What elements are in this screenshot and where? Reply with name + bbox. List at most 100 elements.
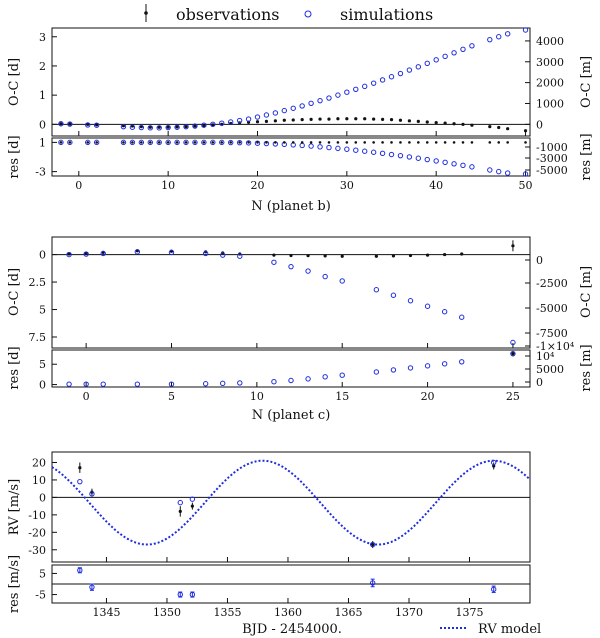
sim-res-c bbox=[373, 369, 380, 375]
res-rv-xtick-label: 1360 bbox=[274, 606, 302, 619]
sim-point-b bbox=[388, 74, 395, 80]
sim-res-b bbox=[362, 148, 368, 154]
sim-point-c bbox=[168, 249, 175, 256]
rv-ytick-label: -30 bbox=[28, 544, 46, 557]
res-rv-point bbox=[77, 567, 83, 573]
sim-res-c bbox=[510, 350, 516, 357]
obs-point-b bbox=[255, 120, 260, 124]
sim-res-b bbox=[120, 139, 127, 146]
sim-res-b bbox=[156, 139, 162, 146]
sim-point-b bbox=[433, 57, 439, 63]
sim-res-c bbox=[322, 374, 328, 380]
rv-ytick-label: -20 bbox=[28, 526, 46, 539]
obs-res-b bbox=[59, 141, 63, 144]
sim-res-b bbox=[210, 139, 216, 146]
sim-res-b bbox=[129, 139, 136, 146]
obs-res-b bbox=[524, 141, 527, 144]
sim-point-b bbox=[469, 43, 475, 49]
obs-point-b bbox=[497, 125, 501, 130]
sim-res-c bbox=[305, 376, 311, 382]
sim-res-b bbox=[504, 170, 511, 176]
axis-label-res-c-left: res [d] bbox=[7, 346, 22, 389]
res-rv-point bbox=[490, 586, 497, 592]
sim-res-c bbox=[390, 367, 397, 373]
obs-res-b bbox=[291, 141, 295, 144]
sim-point-b bbox=[308, 100, 314, 107]
res-c-ytick-label: 0 bbox=[39, 379, 46, 392]
sim-point-c bbox=[322, 273, 328, 280]
axis-label-rv: RV [m/s] bbox=[7, 479, 22, 535]
sim-res-b bbox=[487, 167, 493, 173]
obs-res-b bbox=[265, 141, 268, 144]
obs-res-b bbox=[470, 141, 474, 144]
res-c-y2tick-label: 5000 bbox=[536, 363, 564, 376]
sim-point-c bbox=[390, 292, 397, 298]
obs-point-b bbox=[416, 119, 420, 124]
obs-res-b bbox=[408, 141, 411, 144]
sim-point-b bbox=[85, 122, 91, 128]
obs-point-b bbox=[327, 117, 331, 121]
res-c-xtick-label: 10 bbox=[250, 390, 264, 403]
legend-observations-marker bbox=[144, 11, 148, 15]
oc-b-y2tick-label: 3000 bbox=[536, 56, 564, 69]
obs-res-b bbox=[336, 141, 340, 144]
oc-b-y2tick-label: 4000 bbox=[536, 35, 564, 48]
sim-point-c bbox=[424, 303, 431, 309]
obs-point-c bbox=[340, 254, 344, 258]
panel-rv-frame bbox=[51, 451, 531, 563]
sim-point-b bbox=[406, 67, 413, 73]
sim-point-b bbox=[460, 46, 466, 53]
obs-rv bbox=[371, 542, 375, 547]
sim-res-b bbox=[299, 142, 305, 149]
obs-res-b bbox=[506, 141, 509, 144]
res-b-xtick-label: 10 bbox=[161, 179, 175, 192]
obs-res-b bbox=[327, 141, 331, 144]
res-rv-xtick-label: 1370 bbox=[395, 606, 423, 619]
sim-point-b bbox=[379, 77, 386, 83]
sim-point-b bbox=[120, 123, 127, 130]
sim-rv bbox=[189, 496, 196, 502]
sim-res-b bbox=[183, 139, 189, 146]
obs-point-b bbox=[372, 117, 376, 121]
sim-res-b bbox=[433, 158, 439, 164]
sim-point-b bbox=[227, 119, 234, 125]
sim-res-b bbox=[335, 145, 341, 152]
sim-point-b bbox=[201, 122, 207, 128]
sim-res-b bbox=[219, 139, 225, 146]
obs-point-b bbox=[443, 121, 447, 125]
sim-point-b bbox=[254, 114, 261, 120]
sim-res-b bbox=[442, 159, 448, 166]
sim-res-c bbox=[271, 379, 277, 385]
obs-rv bbox=[178, 509, 182, 513]
sim-res-b bbox=[326, 144, 332, 151]
sim-res-c bbox=[220, 380, 226, 387]
obs-point-b bbox=[95, 123, 99, 127]
sim-point-b bbox=[424, 60, 430, 67]
sim-res-b bbox=[317, 144, 323, 150]
panel-res-b-frame bbox=[51, 137, 531, 177]
legend-observations-label: observations bbox=[176, 5, 279, 24]
obs-res-b bbox=[68, 141, 72, 144]
res-c-xtick-label: 20 bbox=[421, 390, 435, 403]
sim-point-b bbox=[290, 105, 296, 111]
obs-point-c bbox=[289, 253, 293, 258]
obs-res-b bbox=[282, 141, 286, 144]
sim-point-b bbox=[138, 124, 145, 131]
obs-point-c bbox=[84, 251, 88, 256]
legend-top: observations simulations bbox=[144, 4, 433, 24]
res-c-ytick-label: 5 bbox=[39, 358, 46, 371]
sim-point-b bbox=[58, 121, 64, 127]
obs-point-b bbox=[363, 117, 367, 121]
res-b-xtick-label: 30 bbox=[340, 179, 354, 192]
obs-res-b bbox=[157, 141, 161, 144]
obs-res-c bbox=[511, 352, 515, 356]
sim-point-b bbox=[370, 80, 377, 86]
obs-point-b bbox=[59, 122, 63, 126]
obs-point-c bbox=[67, 252, 71, 256]
sim-res-b bbox=[58, 139, 64, 146]
sim-point-b bbox=[299, 103, 305, 109]
legend-simulations-marker bbox=[304, 10, 312, 18]
sim-res-b bbox=[245, 140, 252, 146]
obs-res-b bbox=[122, 141, 125, 144]
